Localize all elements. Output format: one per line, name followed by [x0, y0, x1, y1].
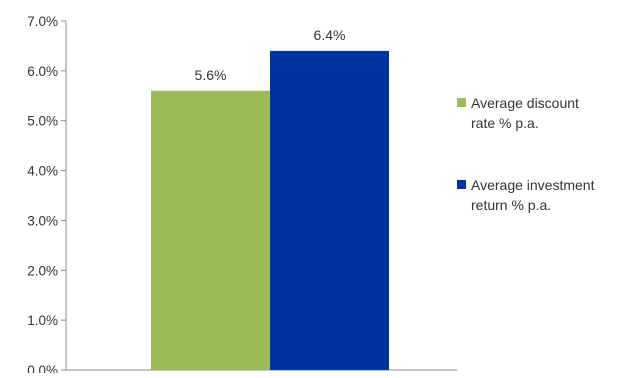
legend-swatch-investment-return: [457, 180, 466, 189]
legend-label-line-2: return % p.a.: [471, 197, 552, 213]
bar-investment-return: [270, 50, 389, 371]
y-tick-label: 0.0%: [27, 363, 58, 373]
legend-label-line-1: Average investment: [471, 177, 595, 193]
bars: [151, 50, 389, 371]
legend-swatch-discount-rate: [457, 98, 466, 107]
y-tick-label: 3.0%: [27, 213, 58, 228]
legend-label-line-2: rate % p.a.: [471, 115, 539, 131]
y-tick-label: 7.0%: [27, 14, 58, 29]
y-axis-ticks: 0.0% 1.0% 2.0% 3.0% 4.0% 5.0% 6.0% 7.0%: [27, 14, 66, 378]
data-label-discount-rate: 5.6%: [195, 67, 227, 83]
data-label-investment-return: 6.4%: [314, 27, 346, 43]
bar-discount-rate: [151, 90, 270, 371]
y-tick-label: 5.0%: [27, 114, 58, 129]
y-tick-label: 4.0%: [27, 164, 58, 179]
legend-label-line-1: Average discount: [471, 95, 579, 111]
y-tick-label: 6.0%: [27, 64, 58, 79]
data-labels: 5.6% 6.4%: [195, 27, 346, 83]
y-tick-label: 1.0%: [27, 313, 58, 328]
legend-item-discount-rate: Average discount rate % p.a.: [457, 93, 617, 133]
legend-item-investment-return: Average investment return % p.a.: [457, 175, 617, 215]
y-tick-label: 2.0%: [27, 263, 58, 278]
legend: Average discount rate % p.a. Average inv…: [457, 93, 617, 257]
